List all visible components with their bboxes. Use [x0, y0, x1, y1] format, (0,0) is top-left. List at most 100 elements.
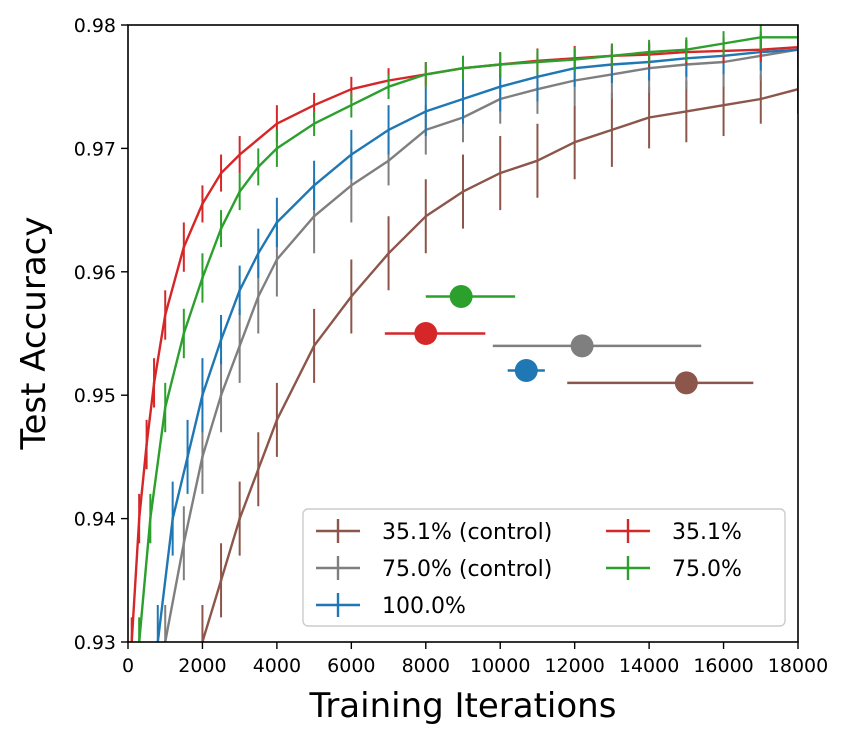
data-point — [163, 313, 167, 317]
y-axis-title: Test Accuracy — [14, 217, 54, 451]
x-tick-label: 2000 — [178, 655, 226, 677]
y-tick-label: 0.98 — [74, 15, 116, 37]
y-tick-label: 0.95 — [74, 385, 116, 407]
data-point — [201, 276, 204, 280]
data-point — [722, 42, 725, 45]
data-point — [536, 75, 539, 79]
data-point — [163, 406, 167, 409]
data-point — [350, 153, 353, 156]
data-point — [145, 443, 148, 446]
x-tick-label: 16000 — [693, 655, 753, 677]
data-point — [350, 103, 353, 107]
data-point — [610, 128, 614, 132]
data-point — [461, 97, 465, 101]
data-point — [238, 153, 241, 156]
data-point — [387, 128, 390, 132]
data-point — [219, 171, 223, 175]
data-point — [424, 110, 428, 113]
legend-box — [302, 508, 786, 627]
y-axis: 0.93 0.94 0.95 0.96 0.97 0.98 — [74, 15, 128, 654]
data-point — [610, 54, 614, 58]
legend-label: 75.0% (control) — [382, 557, 552, 582]
data-point — [275, 221, 279, 224]
plot-frame — [127, 24, 799, 643]
data-point — [647, 50, 651, 54]
data-point — [424, 214, 428, 218]
data-point — [137, 517, 141, 520]
data-point — [424, 73, 428, 76]
x-tick-label: 18000 — [768, 655, 828, 677]
data-point — [182, 332, 186, 335]
data-point — [275, 258, 279, 261]
data-point — [498, 63, 502, 66]
data-point — [461, 66, 465, 70]
data-point — [647, 116, 651, 119]
data-point — [498, 171, 502, 175]
y-tick-label: 0.96 — [74, 262, 116, 284]
data-point — [350, 87, 353, 91]
data-point — [219, 227, 223, 230]
marker-point — [674, 371, 698, 395]
marker-point — [570, 334, 594, 358]
data-point — [201, 393, 204, 397]
data-point — [536, 60, 539, 64]
legend-entry: 35.1% — [606, 519, 742, 545]
series-line — [156, 48, 798, 642]
legend-entry: 35.1% (control) — [316, 519, 552, 545]
legend-entry: 100.0% — [316, 593, 466, 619]
data-point — [350, 295, 353, 298]
legend-entry: 75.0% — [606, 556, 742, 582]
data-point — [312, 122, 316, 126]
data-point — [256, 467, 260, 471]
data-point — [759, 97, 763, 101]
data-point — [759, 36, 763, 39]
marker-point — [414, 322, 438, 345]
data-point — [387, 251, 390, 255]
legend-label: 35.1% — [672, 520, 742, 545]
data-point — [256, 251, 260, 255]
x-tick-label: 8000 — [402, 655, 450, 677]
data-point — [498, 85, 502, 88]
data-point — [256, 295, 260, 298]
data-point — [219, 579, 223, 582]
data-point — [256, 165, 260, 169]
data-point — [275, 147, 279, 150]
legend-label: 35.1% (control) — [382, 520, 552, 545]
marker-point — [514, 359, 538, 383]
data-point — [238, 190, 241, 193]
series-2 — [156, 31, 798, 642]
series-4 — [137, 25, 798, 642]
data-point — [312, 214, 316, 218]
x-tick-label: 10000 — [470, 655, 530, 677]
x-tick-label: 4000 — [253, 655, 301, 677]
x-tick-label: 14000 — [619, 655, 679, 677]
data-point — [275, 418, 279, 422]
data-point — [238, 289, 241, 292]
legend-label: 75.0% — [672, 557, 742, 582]
x-axis: 0 2000 4000 6000 8000 10000 12000 14000 16000 180… — [122, 642, 828, 677]
data-point — [312, 344, 316, 348]
series-line — [130, 46, 798, 642]
data-point — [182, 245, 186, 249]
data-point — [149, 517, 152, 520]
data-point — [573, 140, 576, 144]
x-axis-title: Training Iterations — [309, 686, 617, 726]
data-point — [186, 455, 189, 459]
data-point — [461, 190, 465, 193]
y-tick-label: 0.97 — [74, 138, 116, 160]
data-point — [722, 103, 725, 107]
data-point — [536, 159, 539, 163]
data-point — [152, 381, 156, 385]
data-point — [573, 58, 576, 61]
data-point — [219, 393, 223, 397]
data-point — [275, 122, 279, 126]
data-point — [387, 85, 390, 88]
data-point — [171, 517, 174, 520]
data-point — [387, 159, 390, 163]
data-point — [685, 48, 688, 51]
x-tick-label: 12000 — [544, 655, 604, 677]
data-point — [350, 184, 353, 187]
data-point — [201, 202, 204, 206]
data-point — [238, 517, 241, 520]
